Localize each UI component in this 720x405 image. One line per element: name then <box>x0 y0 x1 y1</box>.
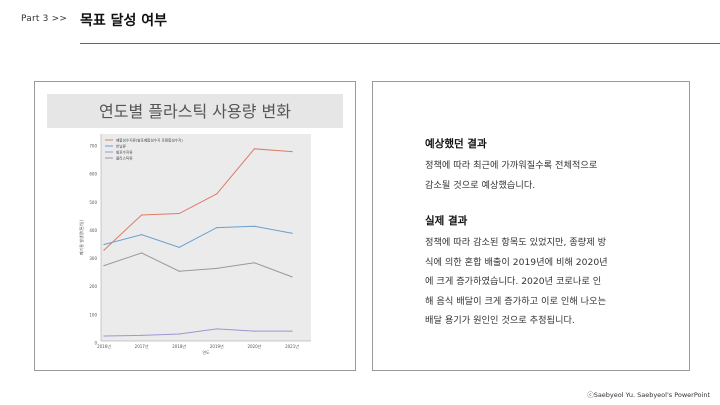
actual-result-heading: 실제 결과 <box>425 215 468 227</box>
data-point <box>253 262 255 264</box>
chart-container: 연도별 플라스틱 사용량 변화 0 100 200 300 400 500 600 700 201… <box>47 94 343 359</box>
data-point <box>253 148 255 150</box>
y-tick-label: 700 <box>89 144 97 149</box>
y-tick-label: 500 <box>89 200 97 205</box>
chart-panel: 연도별 플라스틱 사용량 변화 0 100 200 300 400 500 600 700 201… <box>34 81 356 371</box>
data-point <box>103 265 105 267</box>
actual-result-line: 해 음식 배달이 크게 증가하고 이로 인해 나오는 <box>425 295 607 307</box>
data-point <box>141 214 143 216</box>
data-point <box>141 234 143 236</box>
x-tick-label: 2019년 <box>210 343 224 349</box>
y-axis-label: 폐기물 발생량(톤/일) <box>78 219 84 255</box>
header-divider <box>80 43 720 44</box>
x-tick-label: 2018년 <box>172 343 186 349</box>
chart-title: 연도별 플라스틱 사용량 변화 <box>99 102 291 121</box>
data-point <box>291 232 293 234</box>
data-point <box>178 333 180 335</box>
data-point <box>178 212 180 215</box>
series-line <box>103 148 293 251</box>
data-point <box>103 335 105 337</box>
data-point <box>253 225 255 227</box>
data-point <box>291 276 293 278</box>
legend-entry: 폐합성수지류(발포폐합성수지 포함합성수지) <box>116 138 183 143</box>
actual-result-line: 에 크게 증가하였습니다. 2020년 코로나로 인 <box>425 276 602 287</box>
line-chart: 연도별 플라스틱 사용량 변화 0 100 200 300 400 500 600 700 201… <box>47 94 343 355</box>
actual-result-block: 실제 결과 정책에 따라 감소된 항목도 있었지만, 종량제 방 식에 의한 혼… <box>425 213 675 331</box>
x-axis-label: 연도 <box>202 349 210 355</box>
legend-entry: 비닐류 <box>116 144 127 149</box>
data-point <box>141 334 143 337</box>
x-tick-label: 2021년 <box>285 343 299 349</box>
data-point <box>103 243 105 246</box>
y-tick-label: 100 <box>89 312 97 317</box>
legend-entry: 발포수지류 <box>116 150 133 155</box>
y-tick-label: 300 <box>89 256 97 261</box>
data-point <box>216 227 218 229</box>
y-tick-label: 400 <box>89 228 97 233</box>
y-tick-label: 200 <box>89 284 97 289</box>
x-tick-label: 2016년 <box>97 343 111 349</box>
expected-result-heading: 예상했던 결과 <box>425 138 487 150</box>
data-point <box>216 328 218 330</box>
y-tick-label: 600 <box>89 172 97 177</box>
slide-title: 목표 달성 여부 <box>80 13 168 29</box>
expected-result-block: 예상했던 결과 정책에 따라 최근에 가까워질수록 전체적으로 감소될 것으로 … <box>425 136 675 195</box>
result-panel: 예상했던 결과 정책에 따라 최근에 가까워질수록 전체적으로 감소될 것으로 … <box>372 81 690 371</box>
data-point <box>178 246 180 248</box>
expected-result-line: 정책에 따라 최근에 가까워질수록 전체적으로 <box>425 160 598 171</box>
actual-result-line: 배달 용기가 원인인 것으로 추정됩니다. <box>425 315 575 326</box>
copyright-credit: ⓒSaebyeol Yu. Saebyeol's PowerPoint <box>587 391 710 399</box>
chart-title-band <box>47 94 343 128</box>
y-tick-label: 0 <box>94 341 97 346</box>
slide-header: Part 3 >> 목표 달성 여부 <box>0 0 720 46</box>
actual-result-line: 식에 의한 혼합 배출이 2019년에 비해 2020년 <box>425 256 608 268</box>
expected-result-line: 감소될 것으로 예상했습니다. <box>425 179 536 191</box>
series-line <box>103 225 293 248</box>
legend-entry: 플라스틱류 <box>116 156 133 161</box>
series-line <box>103 252 293 278</box>
data-point <box>216 267 218 270</box>
data-point <box>178 270 180 272</box>
data-point <box>253 330 255 332</box>
data-point <box>103 249 105 251</box>
data-point <box>141 252 143 254</box>
x-tick-label: 2020년 <box>247 343 261 349</box>
data-point <box>216 193 218 195</box>
plot-area <box>101 134 311 341</box>
x-tick-label: 2017년 <box>135 343 149 349</box>
series-line <box>103 328 292 337</box>
data-point <box>291 330 293 332</box>
part-label: Part 3 >> <box>21 14 68 24</box>
data-point <box>291 151 293 153</box>
actual-result-line: 정책에 따라 감소된 항목도 있었지만, 종량제 방 <box>425 237 607 248</box>
